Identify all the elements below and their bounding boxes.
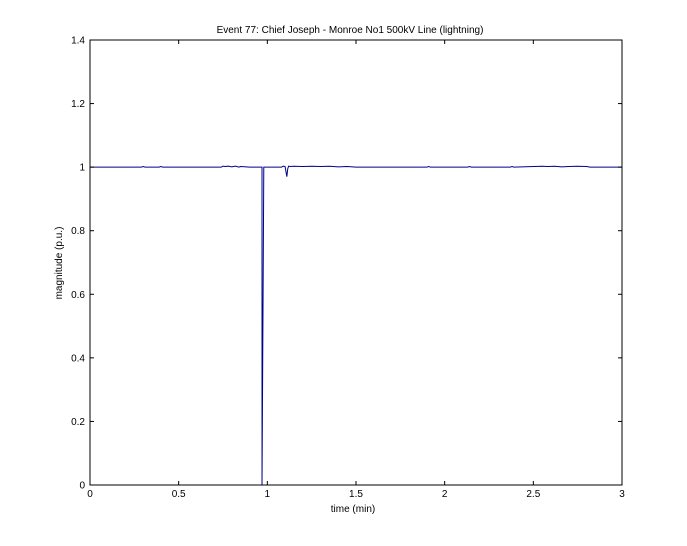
series-line [90, 165, 622, 486]
y-tick-label: 0.4 [71, 353, 85, 364]
y-tick-label: 0 [79, 481, 85, 492]
x-tick-label: 1.5 [349, 489, 363, 500]
chart-title: Event 77: Chief Joseph - Monroe No1 500k… [217, 25, 484, 36]
y-axis-ticks: 0 0.2 0.4 0.6 0.8 1 1.2 1.4 [71, 36, 622, 492]
y-tick-label: 1.4 [71, 36, 85, 47]
y-tick-label: 0.8 [71, 226, 85, 237]
y-tick-label: 1.2 [71, 99, 85, 110]
y-axis-label: magnitude (p.u.) [54, 227, 65, 300]
y-tick-label: 0.6 [71, 290, 85, 301]
x-axis-label: time (min) [331, 504, 375, 515]
x-tick-label: 3 [619, 489, 625, 500]
plot-background [90, 40, 622, 485]
x-tick-label: 2 [442, 489, 448, 500]
x-tick-label: 2.5 [526, 489, 540, 500]
x-tick-label: 0 [87, 489, 93, 500]
x-axis-ticks: 0 0.5 1 1.5 2 2.5 3 [87, 40, 625, 500]
x-tick-label: 1 [265, 489, 271, 500]
y-tick-label: 0.2 [71, 417, 85, 428]
x-tick-label: 0.5 [172, 489, 186, 500]
y-tick-label: 1 [79, 163, 85, 174]
data-layer [90, 165, 622, 486]
